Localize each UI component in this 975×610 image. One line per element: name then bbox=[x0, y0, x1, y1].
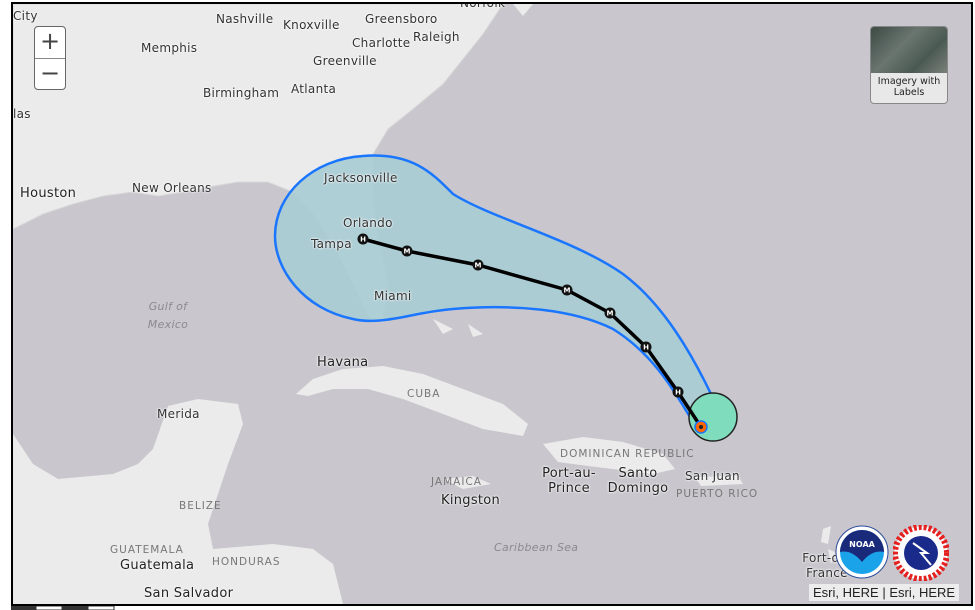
map-label-las: las bbox=[13, 107, 31, 121]
noaa-logo-text: NOAA bbox=[849, 540, 875, 549]
map-label-tampa: Tampa bbox=[311, 237, 352, 251]
map-label-puerto-rico: PUERTO RICO bbox=[676, 488, 759, 500]
basemap-toggle-label: Imagery with Labels bbox=[877, 76, 941, 98]
map-label-gulf-of-mexico: Gulf of Mexico bbox=[147, 300, 189, 331]
noaa-logo: NOAA bbox=[835, 525, 889, 579]
map-label-orlando: Orlando bbox=[343, 216, 393, 230]
map-label-jacksonville: Jacksonville bbox=[324, 171, 398, 185]
land-lesser-antilles bbox=[821, 526, 835, 564]
map-label-caribbean-sea: Caribbean Sea bbox=[494, 541, 579, 554]
map-label-charlotte: Charlotte bbox=[352, 36, 411, 50]
map-label-santo-domingo: Santo Domingo bbox=[607, 466, 669, 496]
track-point-label: M bbox=[404, 248, 411, 256]
map-label-greenville: Greenville bbox=[313, 54, 377, 68]
track-point-label: H bbox=[675, 389, 681, 397]
track-point-label: M bbox=[564, 287, 571, 295]
map-label-greensboro: Greensboro bbox=[365, 12, 438, 26]
track-point-major[interactable] bbox=[604, 307, 616, 319]
map-attribution: Esri, HERE | Esri, HERE bbox=[809, 584, 960, 601]
zoom-control: + − bbox=[34, 26, 66, 90]
map-label-merida: Merida bbox=[157, 407, 200, 421]
track-point-major[interactable] bbox=[561, 284, 573, 296]
zoom-out-button[interactable]: − bbox=[39, 59, 61, 87]
hurricane-forecast-map[interactable]: H M M M M H H Nashville Knoxville Greensboro Norf… bbox=[11, 2, 973, 606]
forecast-track-line bbox=[362, 237, 703, 428]
land-bahamas bbox=[433, 319, 483, 337]
track-point-hurricane[interactable] bbox=[357, 233, 369, 245]
map-label-san-salvador: San Salvador bbox=[144, 586, 234, 601]
map-label-nashville: Nashville bbox=[216, 12, 274, 26]
current-position-dot bbox=[699, 425, 703, 429]
basemap-toggle[interactable]: Imagery with Labels bbox=[870, 26, 948, 104]
map-label-knoxville: Knoxville bbox=[283, 18, 340, 32]
land-hispaniola bbox=[543, 437, 675, 474]
map-label-cuba: CUBA bbox=[407, 388, 441, 400]
map-label-guatemala: GUATEMALA bbox=[110, 544, 184, 556]
map-label-jamaica: JAMAICA bbox=[431, 476, 482, 488]
track-point-major[interactable] bbox=[401, 245, 413, 257]
track-point-hurricane[interactable] bbox=[672, 386, 684, 398]
land-cuba bbox=[296, 366, 528, 436]
map-label-san-juan: San Juan bbox=[685, 469, 740, 483]
map-label-honduras: HONDURAS bbox=[212, 556, 281, 568]
nws-logo bbox=[893, 525, 949, 581]
basemap-layer: H M M M M H H bbox=[13, 4, 835, 604]
track-point-label: H bbox=[360, 236, 366, 244]
land-mexico bbox=[13, 399, 343, 604]
track-point-label: H bbox=[643, 344, 649, 352]
map-label-havana: Havana bbox=[317, 355, 369, 370]
map-label-miami: Miami bbox=[374, 289, 412, 303]
map-label-kingston: Kingston bbox=[441, 493, 501, 508]
map-label-atlanta: Atlanta bbox=[291, 82, 337, 96]
imagery-thumbnail bbox=[871, 27, 947, 73]
map-label-raleigh: Raleigh bbox=[413, 30, 460, 44]
map-label-guatemala: Guatemala bbox=[120, 558, 195, 573]
scale-bar bbox=[11, 606, 115, 610]
map-label-birmingham: Birmingham bbox=[203, 86, 280, 100]
map-label-houston: Houston bbox=[20, 186, 77, 201]
map-label-norfolk: Norfolk bbox=[460, 2, 506, 10]
forecast-cone[interactable] bbox=[273, 154, 723, 434]
track-point-label: M bbox=[607, 310, 614, 318]
land-puerto-rico bbox=[695, 476, 743, 486]
track-point-label: M bbox=[475, 262, 482, 270]
zoom-in-button[interactable]: + bbox=[35, 27, 65, 59]
map-label-city: City bbox=[13, 9, 38, 23]
map-label-memphis: Memphis bbox=[141, 41, 198, 55]
map-label-dominican-republic: DOMINICAN REPUBLIC bbox=[560, 448, 695, 460]
map-label-belize: BELIZE bbox=[179, 500, 222, 512]
land-us-northeast bbox=[513, 4, 533, 16]
map-label-port-au-prince: Port-au-Prince bbox=[542, 466, 596, 496]
map-label-new-orleans: New Orleans bbox=[132, 181, 212, 195]
track-point-hurricane[interactable] bbox=[640, 341, 652, 353]
track-point-major[interactable] bbox=[472, 259, 484, 271]
land-jamaica bbox=[443, 476, 491, 489]
